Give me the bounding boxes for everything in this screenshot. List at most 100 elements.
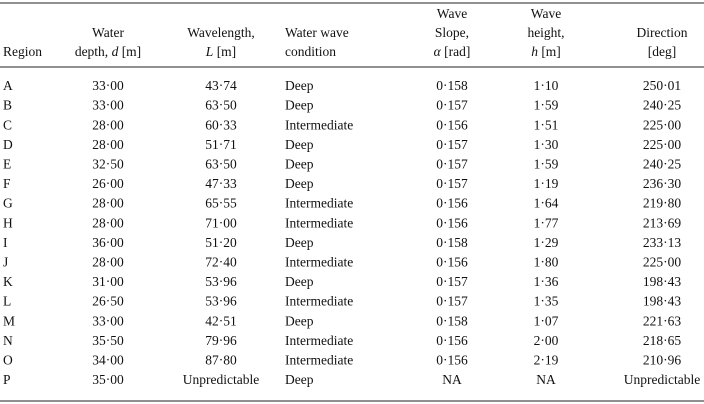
cell: Deep — [285, 274, 314, 289]
header-segment: condition — [285, 44, 336, 59]
cell: 35·00 — [92, 372, 124, 387]
cell: M — [3, 313, 15, 328]
cell: 72·40 — [205, 254, 237, 269]
cell: 0·157 — [436, 98, 468, 113]
cell: 1·80 — [534, 254, 559, 269]
cell: 1·59 — [534, 98, 559, 113]
header-segment: Direction — [637, 25, 688, 40]
cell: 33·00 — [92, 313, 124, 328]
cell: Unpredictable — [183, 372, 259, 387]
cell: B — [3, 98, 12, 113]
header-text: Region — [3, 44, 42, 59]
header-text: condition — [285, 44, 336, 59]
cell: 53·96 — [205, 274, 237, 289]
cell: 1·30 — [534, 137, 559, 152]
cell: Unpredictable — [624, 372, 700, 387]
cell: 1·19 — [534, 176, 559, 191]
header-text: depth, d [m] — [75, 44, 141, 59]
cell: F — [3, 176, 11, 191]
cell: P — [3, 372, 11, 387]
cell: 240·25 — [643, 98, 681, 113]
cell: 34·00 — [92, 352, 124, 367]
cell: 26·00 — [92, 176, 124, 191]
header-segment: [m] — [118, 44, 141, 59]
cell: 1·07 — [534, 313, 559, 328]
cell: 28·00 — [92, 254, 124, 269]
cell: H — [3, 215, 13, 230]
cell: 28·00 — [92, 196, 124, 211]
cell: Deep — [285, 156, 314, 171]
cell: 0·156 — [436, 254, 468, 269]
header-segment: [m] — [213, 44, 236, 59]
header-segment: α — [434, 44, 442, 59]
cell: 0·158 — [436, 78, 468, 93]
cell: 28·00 — [92, 137, 124, 152]
header-text: h [m] — [531, 44, 561, 59]
cell: 2·00 — [534, 333, 559, 348]
cell: 198·43 — [643, 294, 681, 309]
cell: 210·96 — [643, 352, 681, 367]
cell: 225·00 — [643, 254, 681, 269]
cell: E — [3, 156, 11, 171]
cell: 1·29 — [534, 235, 559, 250]
cell: 233·13 — [643, 235, 681, 250]
cell: Intermediate — [285, 215, 353, 230]
cell: 0·156 — [436, 333, 468, 348]
cell: Intermediate — [285, 254, 353, 269]
cell: 213·69 — [643, 215, 681, 230]
cell: O — [3, 352, 13, 367]
header-segment: [rad] — [441, 44, 471, 59]
header-segment: L — [205, 44, 214, 59]
cell: 42·51 — [205, 313, 237, 328]
header-text: Wave — [437, 6, 467, 21]
cell: 0·157 — [436, 294, 468, 309]
header-text: [deg] — [648, 44, 676, 59]
cell: Deep — [285, 176, 314, 191]
cell: 36·00 — [92, 235, 124, 250]
cell: 79·96 — [205, 333, 237, 348]
cell: 0·157 — [436, 156, 468, 171]
header-text: Water wave — [285, 25, 349, 40]
header-segment: height, — [527, 25, 564, 40]
cell: NA — [536, 372, 556, 387]
header-segment: Wave — [437, 6, 467, 21]
header-text: Water — [92, 25, 124, 40]
cell: 1·51 — [534, 117, 559, 132]
header-segment: Slope, — [435, 25, 469, 40]
cell: 0·158 — [436, 235, 468, 250]
cell: 198·43 — [643, 274, 681, 289]
cell: Intermediate — [285, 117, 353, 132]
cell: 53·96 — [205, 294, 237, 309]
cell: 51·20 — [205, 235, 237, 250]
header-segment: h — [531, 44, 538, 59]
cell: 1·59 — [534, 156, 559, 171]
cell: Intermediate — [285, 196, 353, 211]
cell: Intermediate — [285, 294, 353, 309]
cell: 1·10 — [534, 78, 559, 93]
header-text: α [rad] — [434, 44, 471, 59]
cell: 87·80 — [205, 352, 237, 367]
cell: 0·156 — [436, 215, 468, 230]
cell: NA — [442, 372, 462, 387]
header-segment: Water wave — [285, 25, 349, 40]
cell: 28·00 — [92, 215, 124, 230]
cell: I — [3, 235, 8, 250]
cell: 240·25 — [643, 156, 681, 171]
cell: 65·55 — [205, 196, 237, 211]
cell: 51·71 — [205, 137, 237, 152]
cell: Deep — [285, 235, 314, 250]
cell: 219·80 — [643, 196, 681, 211]
cell: 1·35 — [534, 294, 559, 309]
cell: 221·63 — [643, 313, 681, 328]
header-segment: Wavelength, — [187, 25, 255, 40]
cell: L — [3, 294, 11, 309]
cell: K — [3, 274, 13, 289]
cell: 0·156 — [436, 117, 468, 132]
cell: 2·19 — [534, 352, 559, 367]
cell: 28·00 — [92, 117, 124, 132]
cell: C — [3, 117, 12, 132]
cell: 32·50 — [92, 156, 124, 171]
header-text: height, — [527, 25, 564, 40]
cell: 60·33 — [205, 117, 237, 132]
cell: 47·33 — [205, 176, 237, 191]
